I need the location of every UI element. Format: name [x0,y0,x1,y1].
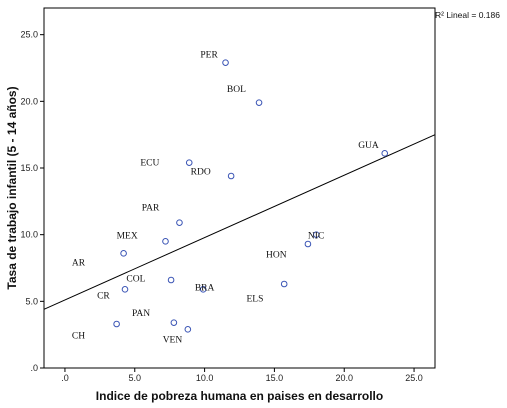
point-label: HON [266,250,287,260]
data-point [227,172,235,180]
data-point [162,238,169,245]
point-label: ELS [246,294,263,304]
point-labels: PER BOL GUA ECU RDO PAR MEX NIC HON AR COL BRA CR ELS… [72,50,379,345]
x-tick-label: 20.0 [335,373,353,383]
fit-line [43,134,436,310]
data-point [304,240,312,248]
fit-line-group [43,134,436,310]
plot-frame [43,7,436,369]
data-point [280,280,288,288]
x-tick-label: 15.0 [266,373,284,383]
point-label: BRA [195,284,215,294]
y-tick-label: 15.0 [20,163,38,173]
data-point [222,59,229,66]
data-point [184,326,192,333]
x-axis-title: Indice de pobreza humana en paises en de… [96,389,383,403]
point-label: ECU [140,158,159,168]
point-label: AR [72,258,86,268]
data-point [176,219,183,226]
x-tick-label: .0 [61,373,69,383]
point-label: MEX [117,232,138,242]
y-tick-label: .0 [30,363,38,373]
data-point [113,320,120,328]
data-point [185,159,193,166]
y-tick-label: 10.0 [20,230,38,240]
point-label: RDO [191,168,211,178]
data-point [120,250,127,257]
x-tick-label: 10.0 [196,373,214,383]
data-points [113,59,389,333]
point-label: COL [126,274,145,284]
point-label: PER [200,50,218,60]
point-label: PAR [142,204,160,214]
point-label: PAN [132,309,150,319]
point-label: GUA [358,141,379,151]
axes: .0 5.0 10.0 15.0 20.0 25.0 .0 5.0 10.0 15.0 20.0 25… [20,7,436,383]
point-label: BOL [227,85,246,95]
data-point [121,286,129,293]
y-axis-title: Tasa de trabajo infantil (5 - 14 años) [5,86,19,289]
x-tick-label: 25.0 [405,373,423,383]
r2-label: R² Lineal = 0.186 [435,10,500,20]
x-tick-label: 5.0 [129,373,142,383]
y-tick-label: 20.0 [20,96,38,106]
point-label: CR [97,292,110,302]
data-point [255,99,263,106]
data-point [199,286,207,293]
y-tick-label: 25.0 [20,30,38,40]
data-point [313,231,320,238]
point-label: VEN [163,336,183,346]
data-point [381,150,389,157]
data-point [167,276,175,284]
data-point [170,319,178,326]
y-tick-label: 5.0 [25,296,38,306]
point-label: NIC [308,232,324,242]
point-label: CH [72,332,85,342]
